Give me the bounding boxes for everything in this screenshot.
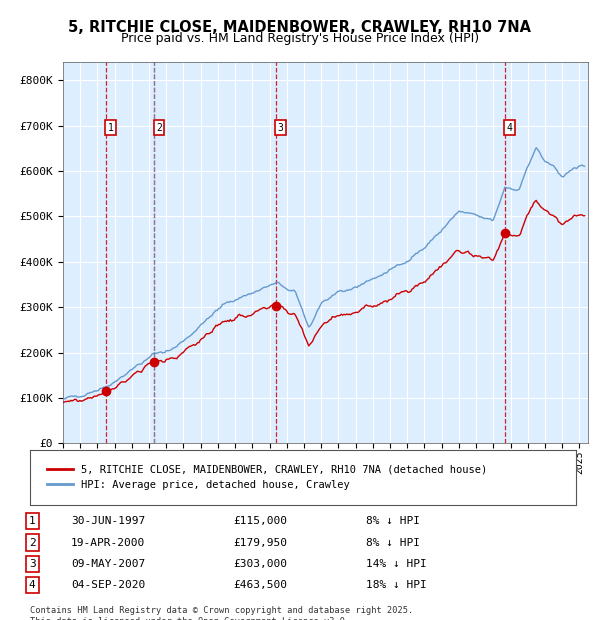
Text: 8% ↓ HPI: 8% ↓ HPI (366, 516, 420, 526)
Text: 3: 3 (29, 559, 35, 569)
Text: 18% ↓ HPI: 18% ↓ HPI (366, 580, 427, 590)
Text: 30-JUN-1997: 30-JUN-1997 (71, 516, 145, 526)
Text: 04-SEP-2020: 04-SEP-2020 (71, 580, 145, 590)
Text: 09-MAY-2007: 09-MAY-2007 (71, 559, 145, 569)
Text: 2: 2 (156, 123, 162, 133)
Text: £179,950: £179,950 (234, 538, 288, 547)
Text: 4: 4 (506, 123, 512, 133)
Legend: 5, RITCHIE CLOSE, MAIDENBOWER, CRAWLEY, RH10 7NA (detached house), HPI: Average : 5, RITCHIE CLOSE, MAIDENBOWER, CRAWLEY, … (41, 458, 494, 497)
Text: £115,000: £115,000 (234, 516, 288, 526)
Text: 2: 2 (29, 538, 35, 547)
Text: 14% ↓ HPI: 14% ↓ HPI (366, 559, 427, 569)
Text: £463,500: £463,500 (234, 580, 288, 590)
Text: 19-APR-2000: 19-APR-2000 (71, 538, 145, 547)
Text: 1: 1 (29, 516, 35, 526)
Text: Contains HM Land Registry data © Crown copyright and database right 2025.
This d: Contains HM Land Registry data © Crown c… (30, 606, 413, 620)
Text: 5, RITCHIE CLOSE, MAIDENBOWER, CRAWLEY, RH10 7NA: 5, RITCHIE CLOSE, MAIDENBOWER, CRAWLEY, … (68, 20, 532, 35)
Text: 3: 3 (277, 123, 283, 133)
Text: 1: 1 (107, 123, 113, 133)
Text: 4: 4 (29, 580, 35, 590)
Text: 8% ↓ HPI: 8% ↓ HPI (366, 538, 420, 547)
Text: £303,000: £303,000 (234, 559, 288, 569)
Text: Price paid vs. HM Land Registry's House Price Index (HPI): Price paid vs. HM Land Registry's House … (121, 32, 479, 45)
